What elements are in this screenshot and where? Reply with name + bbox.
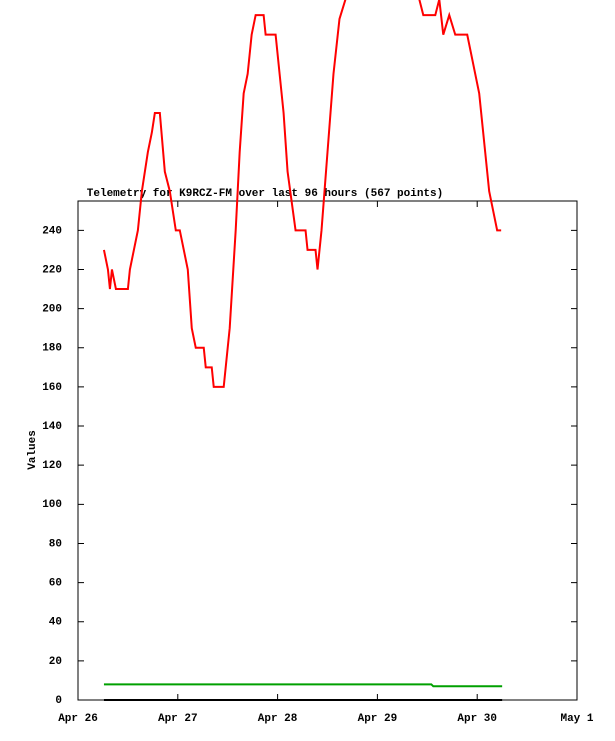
y-tick-label: 200 [42, 304, 62, 316]
y-tick-label: 40 [49, 617, 62, 629]
y-tick-label: 60 [49, 577, 62, 589]
x-tick-label: Apr 27 [158, 713, 198, 725]
y-tick-label: 100 [42, 499, 62, 511]
y-tick-label: 240 [42, 225, 62, 237]
y-axis-label: Values [27, 430, 39, 470]
y-tick-label: 180 [42, 343, 62, 355]
plot-frame [77, 200, 578, 701]
x-tick-label: Apr 30 [457, 713, 497, 725]
x-tick-label: Apr 29 [358, 713, 398, 725]
y-tick-label: 140 [42, 421, 62, 433]
x-tick-label: Apr 28 [258, 713, 298, 725]
y-tick-label: 160 [42, 382, 62, 394]
y-tick-label: 220 [42, 264, 62, 276]
data-line [103, 683, 503, 688]
data-line [102, 0, 502, 388]
y-tick-label: 80 [49, 538, 62, 550]
y-tick-label: 0 [55, 695, 62, 707]
y-tick-label: 120 [42, 460, 62, 472]
chart-title: Telemetry for K9RCZ-FM over last 96 hour… [87, 188, 443, 200]
y-tick-label: 20 [49, 656, 62, 668]
x-tick-label: May 1 [560, 713, 593, 725]
x-tick-label: Apr 26 [58, 713, 98, 725]
